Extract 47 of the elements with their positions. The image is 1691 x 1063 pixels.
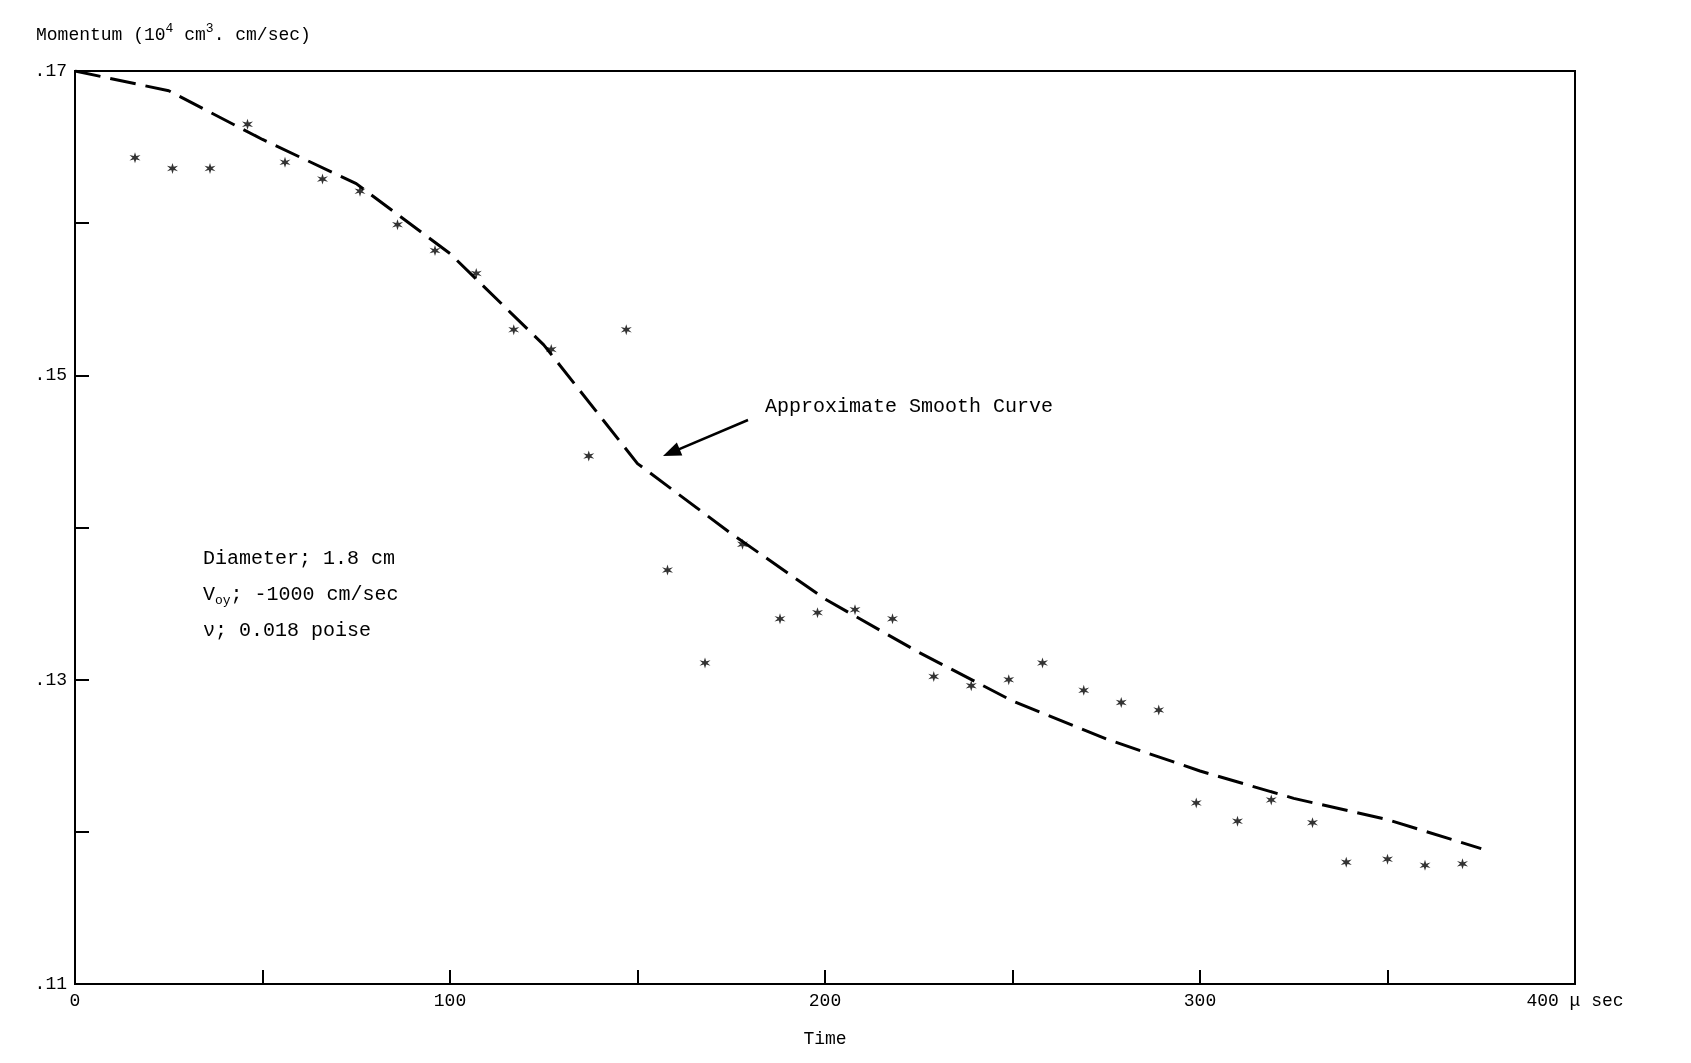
point: [1232, 815, 1243, 827]
point: [1307, 817, 1318, 829]
y-tick-label: .13: [34, 669, 67, 690]
x-tick-label: 400 μ sec: [1526, 991, 1624, 1011]
point: [1340, 856, 1352, 868]
point: [1078, 684, 1090, 696]
point: [317, 173, 328, 185]
x-axis-title: Time: [803, 1029, 847, 1049]
point: [167, 162, 178, 174]
x-tick-label: 200: [808, 991, 842, 1011]
point: [1037, 657, 1048, 669]
point: [1190, 797, 1202, 809]
x-tick-label: 0: [69, 991, 81, 1011]
point: [129, 152, 141, 164]
point: [737, 538, 748, 550]
point: [1382, 853, 1393, 865]
point: [1003, 674, 1015, 686]
point: [620, 324, 632, 336]
point: [965, 680, 977, 692]
point: [928, 671, 940, 683]
annotation: Approximate Smooth Curve: [765, 394, 1054, 418]
point: [279, 156, 291, 168]
point: [662, 564, 673, 576]
point: [1153, 704, 1165, 716]
x-tick-label: 100: [433, 991, 467, 1011]
y-tick-label: .15: [34, 365, 67, 386]
point: [699, 657, 711, 669]
point: [849, 604, 861, 616]
annotation: Diameter; 1.8 cm: [203, 546, 396, 570]
annotation: ν; 0.018 poise: [203, 618, 372, 642]
point: [204, 162, 216, 174]
point: [470, 267, 482, 279]
x-tick-label: 300: [1183, 991, 1217, 1011]
point: [392, 219, 403, 231]
point: [1419, 859, 1431, 871]
point: [583, 450, 595, 462]
point: [1457, 858, 1468, 870]
point: [508, 324, 520, 336]
point: [429, 245, 441, 257]
y-tick-label: .11: [34, 974, 67, 994]
point: [887, 613, 898, 625]
point: [774, 613, 786, 625]
point: [242, 118, 253, 130]
y-tick-label: .17: [34, 61, 67, 81]
point: [1265, 794, 1277, 806]
point: [812, 607, 823, 619]
point: [1115, 696, 1127, 708]
